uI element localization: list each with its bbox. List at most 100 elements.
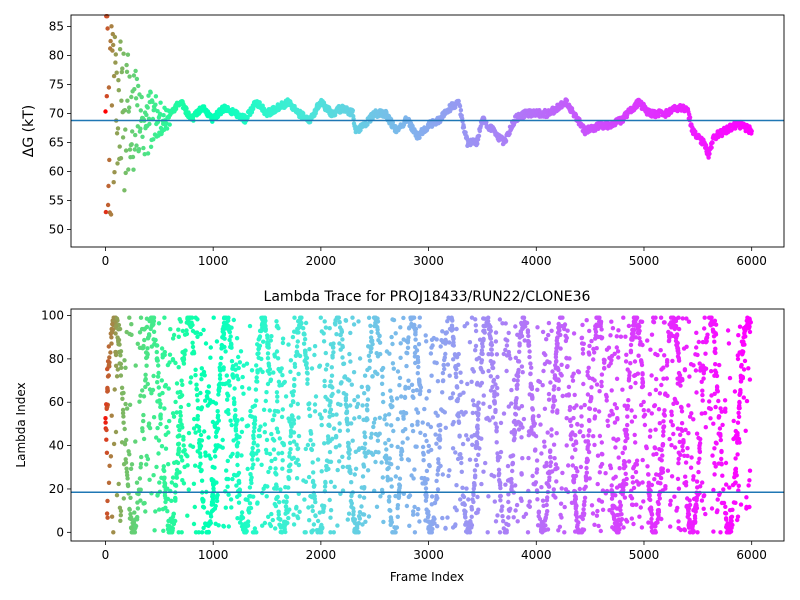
lambda-point <box>191 426 197 431</box>
dg-point <box>134 143 139 148</box>
lambda-point <box>674 316 679 322</box>
lambda-point <box>351 512 356 517</box>
lambda-point <box>111 441 117 447</box>
lambda-point <box>395 444 400 450</box>
lambda-point <box>423 333 428 338</box>
lambda-point <box>380 475 385 480</box>
lambda-point <box>344 410 349 416</box>
lambda-point <box>680 444 685 449</box>
lambda-point <box>394 525 400 530</box>
lambda-point <box>290 393 296 398</box>
lambda-point <box>371 420 377 425</box>
lambda-point <box>675 381 680 386</box>
lambda-point <box>460 485 465 490</box>
lambda-point <box>228 334 233 339</box>
lambda-point <box>279 414 285 420</box>
lambda-point <box>195 413 200 419</box>
lambda-point <box>162 349 167 355</box>
lambda-point <box>199 530 205 535</box>
lambda-point <box>369 431 374 436</box>
lambda-point <box>169 520 175 525</box>
lambda-point <box>480 338 485 343</box>
dg-point <box>457 103 463 109</box>
lambda-point <box>283 485 288 490</box>
lambda-point <box>268 377 274 382</box>
lambda-point <box>462 508 467 513</box>
lambda-point <box>647 493 652 499</box>
lambda-point <box>181 361 187 366</box>
lambda-point <box>550 369 555 374</box>
lambda-point <box>259 462 264 467</box>
lambda-point <box>687 517 692 522</box>
lambda-point <box>349 480 354 485</box>
lambda-point <box>720 422 725 428</box>
lambda-point <box>128 525 134 531</box>
lambda-point <box>417 324 422 329</box>
lambda-point <box>390 341 395 347</box>
lambda-point <box>539 451 544 456</box>
lambda-point <box>136 487 142 492</box>
lambda-point <box>384 349 390 354</box>
lambda-point <box>322 441 327 446</box>
lambda-point <box>473 343 479 349</box>
lambda-point <box>381 399 386 405</box>
lambda-point <box>104 437 109 442</box>
lambda-point <box>236 377 241 382</box>
lambda-point <box>454 483 459 488</box>
lambda-point <box>290 334 296 340</box>
lambda-point <box>154 349 159 355</box>
lambda-point <box>465 528 470 533</box>
lambda-point <box>254 398 259 403</box>
lambda-point <box>661 419 666 424</box>
lambda-point <box>491 474 497 479</box>
lambda-point <box>292 364 298 369</box>
lambda-point <box>723 409 728 414</box>
lambda-point <box>609 483 614 488</box>
dg-point <box>132 147 137 152</box>
x-tick-label: 0 <box>102 254 110 268</box>
lambda-point <box>404 363 409 369</box>
lambda-point <box>170 336 176 341</box>
lambda-point <box>415 512 420 517</box>
lambda-point <box>334 332 339 337</box>
lambda-point <box>141 394 147 399</box>
lambda-point <box>592 522 597 527</box>
lambda-point <box>237 520 243 525</box>
lambda-point <box>322 503 327 509</box>
lambda-point <box>250 457 255 462</box>
lambda-point <box>680 448 685 453</box>
lambda-point <box>725 521 730 526</box>
lambda-point <box>283 511 288 516</box>
lambda-point <box>302 332 307 337</box>
lambda-point <box>274 319 279 324</box>
lambda-point <box>288 428 294 433</box>
lambda-point <box>210 492 215 497</box>
lambda-point <box>107 355 112 360</box>
lambda-point <box>268 523 274 529</box>
lambda-point <box>328 459 334 464</box>
lambda-point <box>686 506 692 511</box>
lambda-point <box>559 324 565 329</box>
lambda-point <box>476 507 481 512</box>
lambda-point <box>280 440 285 446</box>
lambda-point <box>184 328 189 333</box>
lambda-point <box>227 337 232 343</box>
lambda-point <box>715 497 720 502</box>
dg-point <box>350 108 355 113</box>
lambda-point <box>167 360 172 365</box>
lambda-point <box>448 396 453 401</box>
dg-point <box>107 157 112 163</box>
lambda-point <box>199 468 204 473</box>
lambda-point <box>660 453 665 458</box>
lambda-point <box>522 338 527 343</box>
lambda-point <box>352 416 357 421</box>
lambda-point <box>264 437 270 443</box>
dg-point <box>365 122 370 127</box>
lambda-point <box>137 330 143 335</box>
lambda-point <box>241 391 246 396</box>
lambda-point <box>117 505 123 510</box>
lambda-point <box>617 499 623 505</box>
lambda-point <box>551 493 556 498</box>
lambda-point <box>162 406 167 411</box>
